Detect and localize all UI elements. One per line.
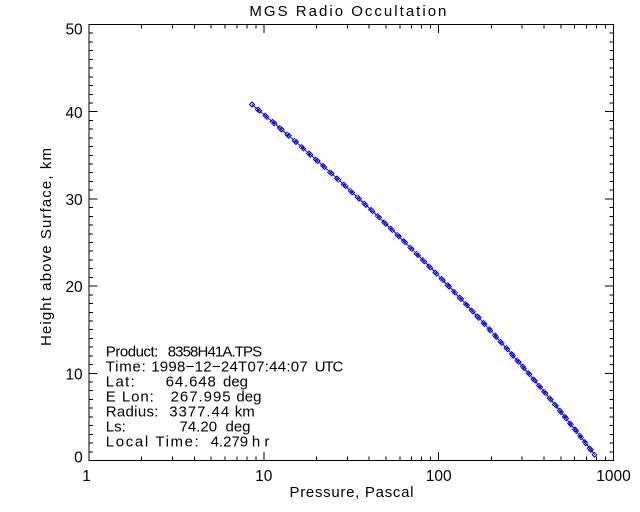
svg-text:MGS Radio Occultation: MGS Radio Occultation — [249, 3, 446, 20]
svg-text:30: 30 — [65, 192, 83, 209]
svg-text:km: km — [235, 403, 255, 420]
svg-text:3377.44: 3377.44 — [169, 403, 229, 420]
svg-text:64.648: 64.648 — [166, 373, 216, 390]
svg-text:100: 100 — [426, 468, 452, 485]
svg-text:40: 40 — [65, 105, 83, 122]
svg-text:Ls:: Ls: — [106, 418, 126, 435]
svg-text:E Lon:: E Lon: — [106, 388, 154, 405]
svg-text:0: 0 — [74, 450, 83, 467]
svg-text:50: 50 — [65, 22, 83, 39]
svg-text:Time:: Time: — [106, 358, 146, 375]
svg-text:74.20: 74.20 — [180, 418, 218, 435]
svg-text:267.995: 267.995 — [171, 388, 231, 405]
svg-text:deg: deg — [236, 388, 261, 405]
svg-text:1998−12−24T07:44:07: 1998−12−24T07:44:07 — [151, 358, 308, 375]
svg-text:1: 1 — [82, 468, 91, 485]
svg-text:Pressure, Pascal: Pressure, Pascal — [290, 484, 414, 501]
svg-text:Local Time:: Local Time: — [106, 433, 199, 450]
svg-text:Lat:: Lat: — [106, 373, 135, 390]
svg-text:1000: 1000 — [596, 468, 631, 485]
svg-text:20: 20 — [65, 279, 83, 296]
svg-text:Product:: Product: — [106, 343, 159, 360]
svg-text:deg: deg — [226, 418, 251, 435]
svg-text:4.279: 4.279 — [211, 433, 249, 450]
svg-text:8358H41A.TPS: 8358H41A.TPS — [168, 343, 263, 360]
svg-text:Radius:: Radius: — [106, 403, 159, 420]
svg-text:hr: hr — [252, 433, 270, 450]
svg-text:UTC: UTC — [315, 358, 344, 375]
svg-text:deg: deg — [223, 373, 248, 390]
svg-text:10: 10 — [65, 366, 83, 383]
svg-text:10: 10 — [255, 468, 273, 485]
svg-text:Height above Surface, km: Height above Surface, km — [38, 148, 55, 346]
